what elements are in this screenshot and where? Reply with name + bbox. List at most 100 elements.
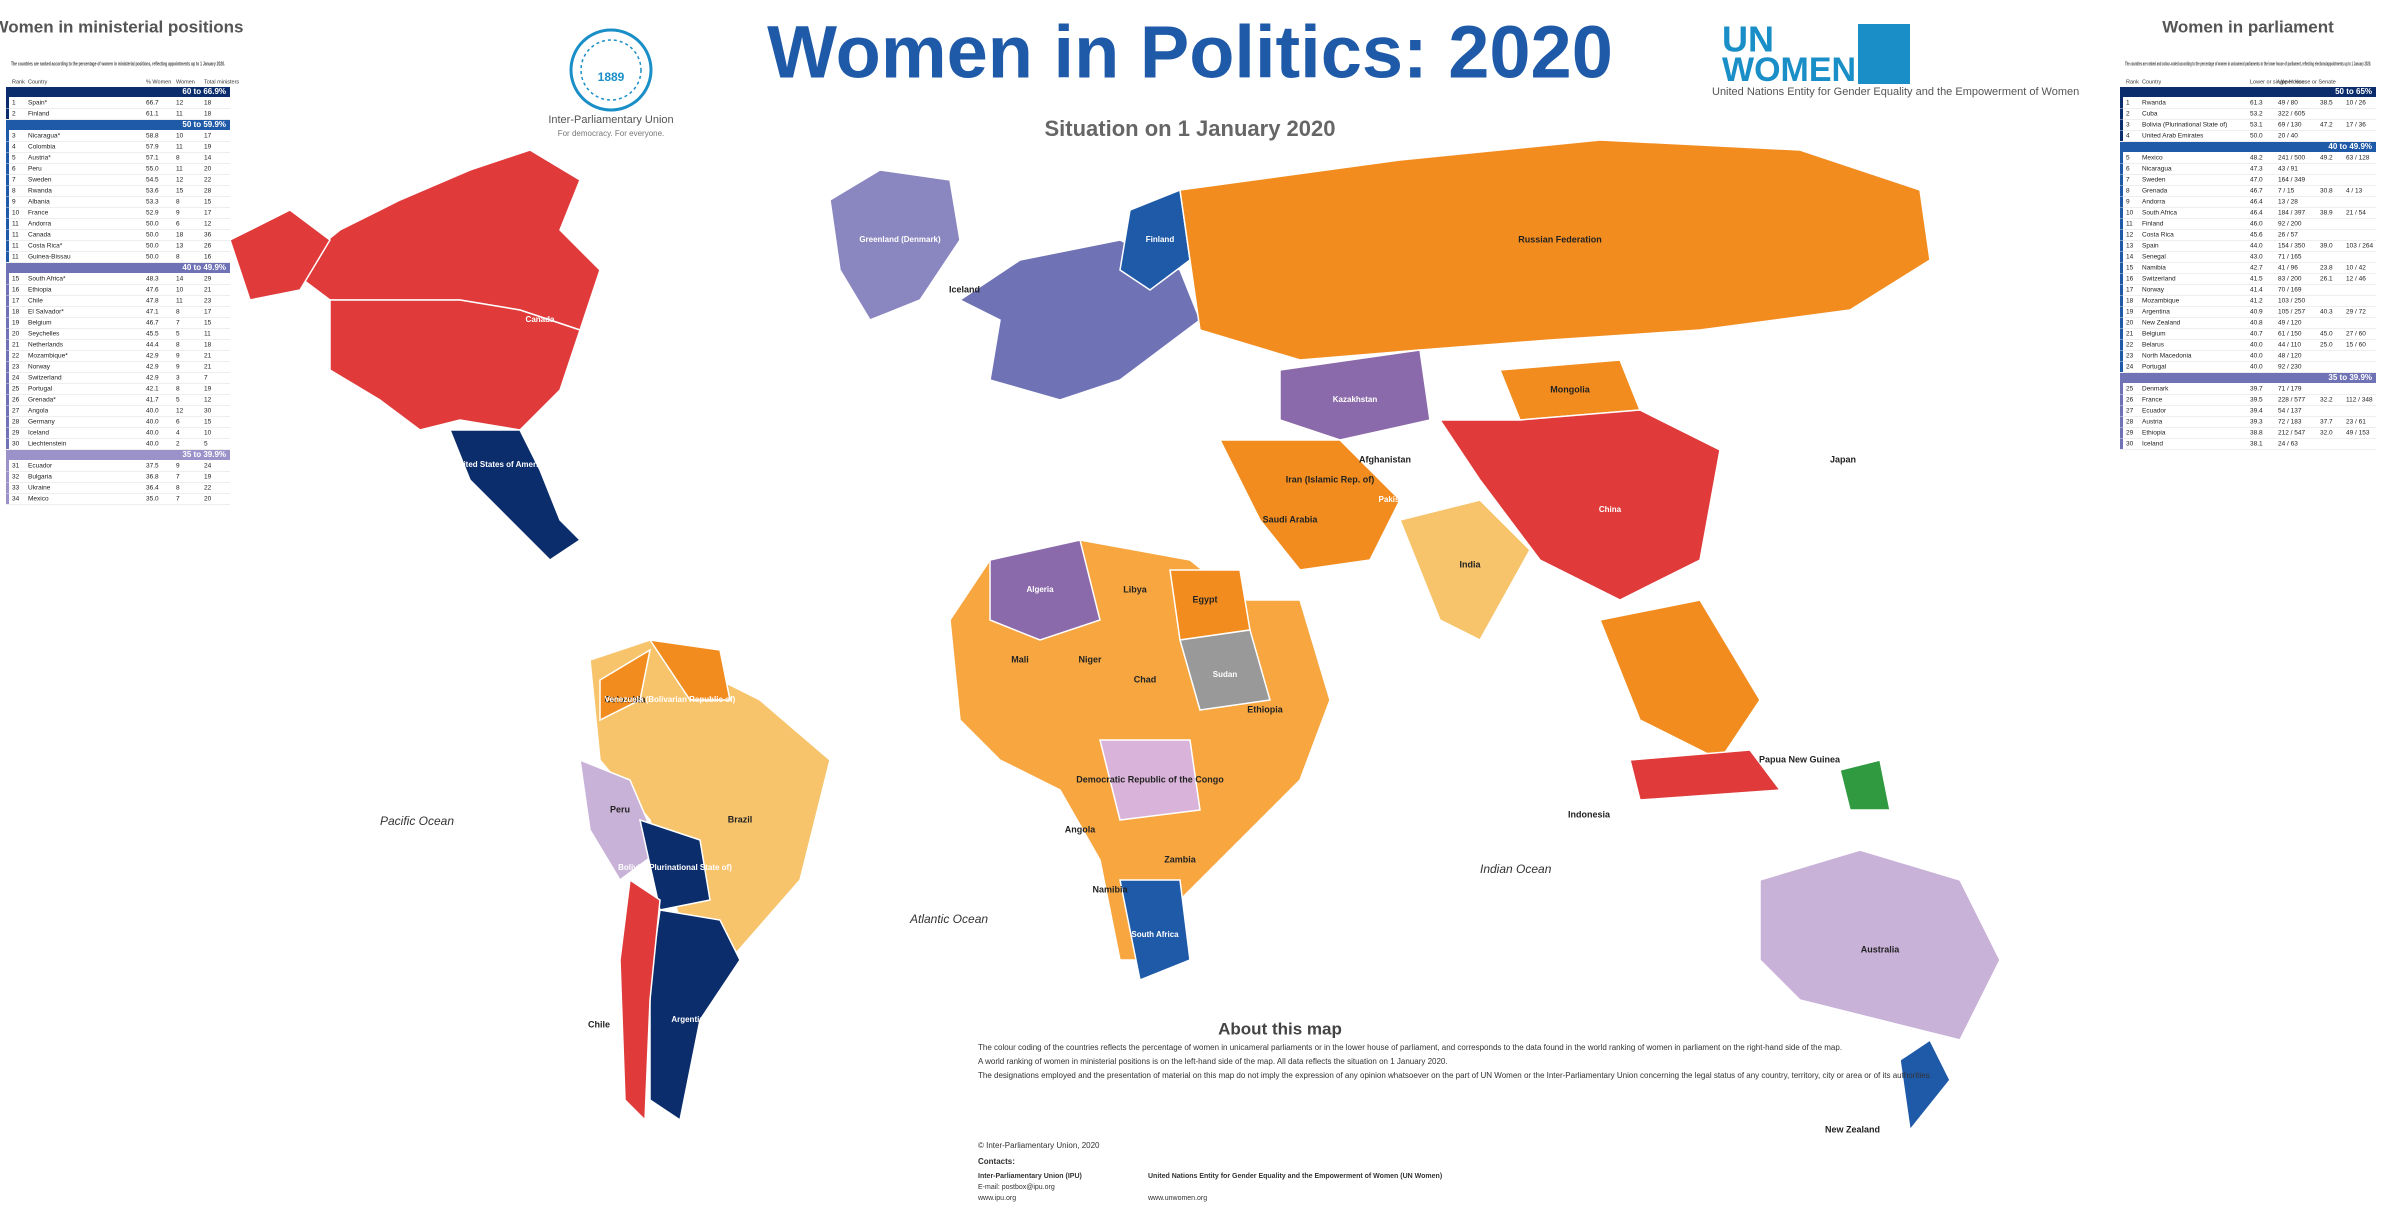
- country-label: Kazakhstan: [1333, 395, 1378, 404]
- table-cell: 12: [176, 408, 184, 415]
- column-header: Upper House or Senate: [2278, 79, 2336, 85]
- table-cell: Andorra: [2142, 199, 2166, 206]
- country-label: Mexico: [466, 570, 493, 579]
- table-cell: 30: [12, 441, 20, 448]
- column-header: Country: [28, 79, 48, 85]
- country-label: China: [1599, 505, 1622, 514]
- table-cell: 6: [176, 419, 180, 426]
- table-cell: 15: [204, 199, 212, 206]
- table-cell: Grenada: [2142, 188, 2168, 195]
- ipu-logo: 1889 Inter-Parliamentary Union For democ…: [548, 28, 674, 138]
- table-cell: Switzerland: [2142, 276, 2176, 283]
- table-cell: 11: [12, 243, 19, 250]
- table-cell: 4: [176, 430, 180, 437]
- table-cell: 66.7: [146, 100, 159, 107]
- table-cell: 24: [204, 463, 212, 470]
- title: Women in Politics: 2020: [767, 11, 1613, 94]
- table-cell: Ethiopia: [28, 287, 52, 294]
- table-cell: South Africa*: [28, 276, 66, 283]
- table-cell: 164 / 349: [2278, 177, 2305, 184]
- middle-east-shape: [1218, 439, 1401, 571]
- table-cell: 15: [12, 276, 20, 283]
- table-cell: Liechtenstein: [28, 441, 67, 448]
- table-cell: 49 / 120: [2278, 320, 2302, 327]
- table-cell: Costa Rica: [2142, 232, 2174, 239]
- table-cell: Nicaragua*: [28, 133, 61, 140]
- table-cell: 17: [12, 298, 20, 305]
- table-cell: 53.3: [146, 199, 159, 206]
- country-label: Indonesia: [1568, 809, 1611, 819]
- table-cell: 49.2: [2320, 155, 2333, 162]
- table-cell: Bolivia (Plurinational State of): [2142, 122, 2227, 129]
- unwomen-women: WOMEN: [1722, 51, 1856, 89]
- table-cell: 48 / 120: [2278, 353, 2302, 360]
- table-cell: 92 / 200: [2278, 221, 2302, 228]
- table-cell: 49 / 153: [2346, 430, 2370, 437]
- country-label: Japan: [1830, 454, 1856, 464]
- table-cell: Costa Rica*: [28, 243, 63, 250]
- table-cell: Ethiopia: [2142, 430, 2166, 437]
- column-header: Lower or single House: [2250, 79, 2305, 85]
- table-cell: Namibia: [2142, 265, 2166, 272]
- table-cell: Sweden: [28, 177, 52, 184]
- table-cell: 5: [176, 331, 180, 338]
- table-cell: 25.0: [2320, 342, 2333, 349]
- country-label: Bolivia (Plurinational State of): [618, 863, 732, 872]
- south-africa-shape: [1119, 879, 1191, 982]
- table-cell: 61.3: [2250, 100, 2263, 107]
- table-cell: 8: [176, 342, 180, 349]
- table-cell: 40.0: [146, 408, 159, 415]
- table-cell: 2: [2126, 111, 2130, 118]
- table-cell: 53.6: [146, 188, 159, 195]
- band-edge: [6, 130, 9, 262]
- table-cell: 40.0: [146, 419, 159, 426]
- table-cell: 92 / 230: [2278, 364, 2302, 371]
- table-cell: 7: [204, 375, 208, 382]
- table-cell: 7: [176, 496, 180, 503]
- table-cell: 53.2: [2250, 111, 2263, 118]
- country-label: Brazil: [728, 814, 753, 824]
- table-cell: 50.0: [146, 243, 159, 250]
- country-label: Democratic Republic of the Congo: [1076, 774, 1224, 784]
- table-cell: 61.1: [146, 111, 159, 118]
- table-cell: 36.8: [146, 474, 159, 481]
- table-cell: Bulgaria: [28, 474, 52, 481]
- ocean-label: Indian Ocean: [1480, 862, 1552, 876]
- table-cell: 48.2: [2250, 155, 2263, 162]
- table-cell: Norway: [2142, 287, 2165, 294]
- table-cell: 21 / 54: [2346, 210, 2366, 217]
- table-cell: 41.2: [2250, 298, 2263, 305]
- table-cell: 8: [176, 254, 180, 261]
- table-cell: 30: [2126, 441, 2134, 448]
- table-cell: 20: [204, 166, 212, 173]
- table-cell: 19: [204, 386, 212, 393]
- table-cell: 36.4: [146, 485, 159, 492]
- table-cell: Senegal: [2142, 254, 2166, 261]
- table-cell: 5: [176, 397, 180, 404]
- table-cell: 21: [204, 353, 212, 360]
- table-cell: 13: [2126, 243, 2134, 250]
- table-cell: 19: [204, 144, 212, 151]
- table-cell: 14: [2126, 254, 2134, 261]
- australia-shape: [1759, 849, 2001, 1041]
- band-header: [6, 450, 230, 460]
- table-cell: 18: [204, 100, 212, 107]
- band-label: 35 to 39.9%: [182, 450, 226, 459]
- table-cell: Ecuador: [2142, 408, 2167, 415]
- country-label: Iran (Islamic Rep. of): [1286, 474, 1375, 484]
- table-cell: 38.1: [2250, 441, 2263, 448]
- table-cell: 103 / 264: [2346, 243, 2373, 250]
- table-cell: 38.9: [2320, 210, 2333, 217]
- table-cell: South Africa: [2142, 210, 2177, 217]
- china-shape: [1438, 409, 1721, 601]
- band-header: [2120, 142, 2376, 152]
- table-cell: 50.0: [2250, 133, 2263, 140]
- table-cell: Peru: [28, 166, 42, 173]
- country-label: Russian Federation: [1518, 234, 1602, 244]
- table-cell: 28: [2126, 419, 2134, 426]
- country-label: Finland: [1146, 235, 1175, 244]
- panel-title: Women in parliament: [2162, 17, 2334, 36]
- table-cell: 44.4: [146, 342, 159, 349]
- table-cell: 20: [2126, 320, 2134, 327]
- band-label: 50 to 65%: [2335, 87, 2372, 96]
